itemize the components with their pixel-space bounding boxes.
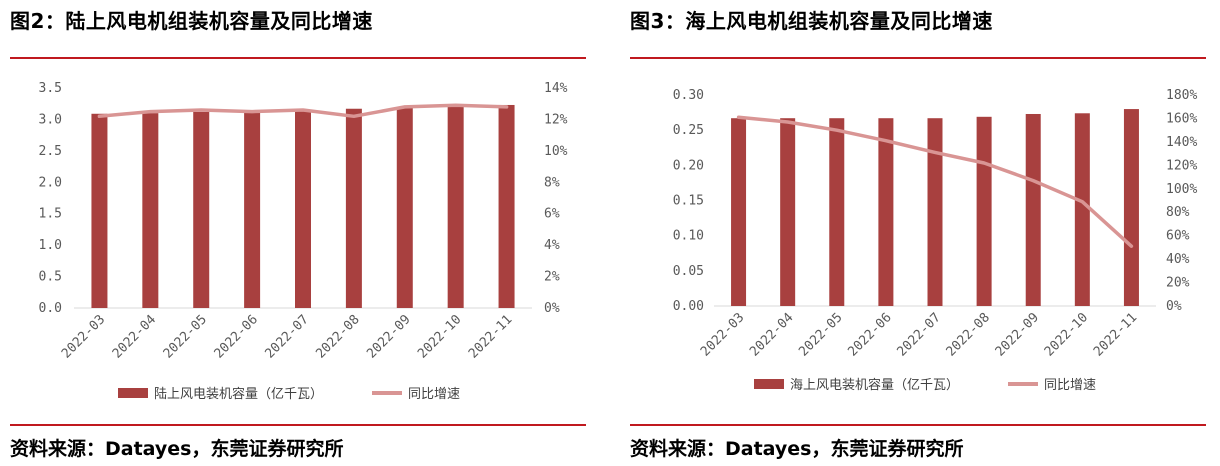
right-axis-tick-label: 140% [1166, 135, 1197, 150]
x-axis-tick-label: 2022-03 [59, 312, 108, 361]
bar [780, 118, 796, 307]
left-axis-tick-label: 0.5 [39, 270, 62, 285]
right-axis-tick-label: 2% [544, 270, 560, 285]
offshore-chart: 0.00 0.05 0.10 0.15 0.20 0.25 0.30 0% 20% 40% 60% 8… [673, 88, 1198, 393]
left-axis-tick-label: 1.0 [39, 238, 62, 253]
legend-line-label: 同比增速 [408, 387, 460, 402]
right-axis-tick-label: 180% [1166, 88, 1197, 103]
bar [829, 118, 845, 307]
right-axis-tick-label: 60% [1166, 229, 1190, 244]
left-axis-tick-label: 2.5 [39, 144, 62, 159]
left-axis-tick-label: 3.0 [39, 112, 62, 127]
right-axis-tick-label: 14% [544, 81, 568, 96]
title-rule [630, 57, 1206, 59]
chart-area: 0.0 0.5 1.0 1.5 2.0 2.5 3.0 3.5 0% 2% 4% 6% 8% 10% 12%… [14, 64, 584, 420]
bar [927, 118, 943, 307]
right-axis-tick-label: 12% [544, 112, 568, 127]
legend-line-label: 同比增速 [1044, 378, 1096, 393]
title-rule [10, 57, 586, 59]
x-axis-tick-label: 2022-06 [212, 312, 261, 361]
bar [498, 104, 515, 308]
bar [1123, 109, 1139, 306]
growth-line [97, 103, 509, 119]
x-axis-tick-label: 2022-08 [313, 312, 362, 361]
x-axis-tick-label: 2022-04 [747, 310, 796, 359]
right-axis-tick-label: 20% [1166, 276, 1190, 291]
left-axis-tick-label: 0.25 [673, 123, 704, 138]
right-axis-tick-label: 0% [1166, 299, 1182, 314]
x-axis-tick-label: 2022-07 [894, 310, 943, 359]
left-axis-tick-label: 3.5 [39, 81, 62, 96]
bar [1074, 113, 1090, 306]
legend-bar-label: 海上风电装机容量（亿千瓦） [790, 377, 959, 393]
right-axis-tick-label: 10% [544, 144, 568, 159]
right-axis-tick-label: 8% [544, 175, 560, 190]
bar [244, 111, 261, 308]
x-axis-tick-label: 2022-11 [466, 312, 515, 361]
left-axis-tick-label: 0.10 [673, 229, 704, 244]
right-axis-tick-label: 120% [1166, 158, 1197, 173]
left-axis-tick-label: 2.0 [39, 175, 62, 190]
chart-title: 图3：海上风电机组装机容量及同比增速 [630, 9, 993, 33]
legend-bar-label: 陆上风电装机容量（亿千瓦） [154, 386, 323, 402]
left-axis-tick-label: 0.20 [673, 158, 704, 173]
chart-panel-offshore: 图3：海上风电机组装机容量及同比增速 0.00 0.05 0.10 0.15 0.20 0… [620, 0, 1220, 466]
x-axis-tick-label: 2022-10 [1042, 310, 1091, 359]
x-axis-tick-label: 2022-10 [415, 312, 464, 361]
right-axis-tick-label: 4% [544, 238, 560, 253]
bar [193, 111, 210, 308]
x-axis-tick-label: 2022-09 [993, 310, 1042, 359]
source-rule [630, 424, 1206, 426]
right-axis-tick-label: 0% [544, 301, 560, 316]
x-axis-tick-label: 2022-05 [796, 310, 845, 359]
bar [1025, 113, 1041, 306]
chart-panel-onshore: 图2：陆上风电机组装机容量及同比增速 0.0 0.5 1.0 1.5 2.0 2.5 3.0… [0, 0, 600, 466]
right-axis-tick-label: 40% [1166, 252, 1190, 267]
source-note: 资料来源：Datayes，东莞证券研究所 [10, 438, 344, 460]
chart-area: 0.00 0.05 0.10 0.15 0.20 0.25 0.30 0% 20% 40% 60% 8… [634, 64, 1204, 420]
bar [142, 113, 159, 308]
x-axis-tick-label: 2022-09 [364, 312, 413, 361]
left-axis-tick-label: 0.30 [673, 88, 704, 103]
left-axis-tick-label: 0.00 [673, 299, 704, 314]
chart-title: 图2：陆上风电机组装机容量及同比增速 [10, 9, 373, 33]
right-axis-tick-label: 80% [1166, 205, 1190, 220]
bar [976, 116, 992, 306]
x-axis-tick-label: 2022-05 [161, 312, 210, 361]
x-axis-tick-label: 2022-11 [1091, 310, 1140, 359]
left-axis-tick-label: 0.0 [39, 301, 62, 316]
left-axis-tick-label: 0.15 [673, 194, 704, 209]
bar [91, 113, 108, 308]
left-axis-tick-label: 0.05 [673, 264, 704, 279]
legend-bar-swatch [118, 388, 148, 398]
x-axis-tick-label: 2022-04 [110, 312, 159, 361]
legend-bar-swatch [754, 379, 784, 389]
bar [447, 106, 464, 308]
left-axis-tick-label: 1.5 [39, 207, 62, 222]
bar [396, 107, 413, 308]
right-axis-tick-label: 100% [1166, 182, 1197, 197]
bar [731, 118, 747, 307]
right-axis-tick-label: 160% [1166, 111, 1197, 126]
onshore-chart: 0.0 0.5 1.0 1.5 2.0 2.5 3.0 3.5 0% 2% 4% 6% 8% 10% 12%… [39, 81, 568, 402]
x-axis-tick-label: 2022-07 [262, 312, 311, 361]
bar [295, 110, 311, 308]
source-rule [10, 424, 586, 426]
growth-line [736, 115, 1134, 248]
x-axis-tick-label: 2022-03 [698, 310, 747, 359]
right-axis-tick-label: 6% [544, 207, 560, 222]
x-axis-tick-label: 2022-08 [944, 310, 993, 359]
bar [878, 118, 894, 307]
x-axis-tick-label: 2022-06 [845, 310, 894, 359]
bar [345, 108, 362, 308]
source-note: 资料来源：Datayes，东莞证券研究所 [630, 438, 964, 460]
